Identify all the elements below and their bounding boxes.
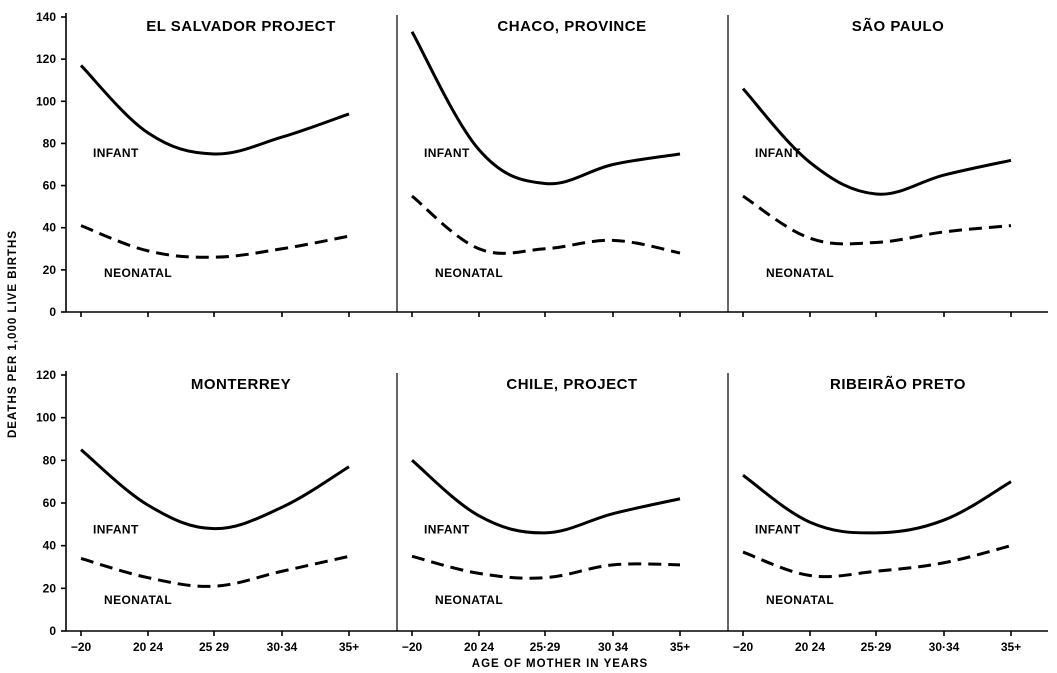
x-tick-label: 30·34 bbox=[929, 640, 960, 654]
x-tick-label: −20 bbox=[733, 640, 754, 654]
y-tick-label: 0 bbox=[49, 305, 56, 319]
y-axis-label: DEATHS PER 1,000 LIVE BIRTHS bbox=[7, 230, 19, 438]
y-tick-label: 60 bbox=[43, 179, 57, 193]
series-line-infant bbox=[411, 459, 681, 535]
y-tick-label: 40 bbox=[43, 221, 57, 235]
panel-title: MONTERREY bbox=[191, 376, 291, 393]
series-label-infant: INFANT bbox=[755, 523, 801, 537]
x-tick-label: 20 24 bbox=[464, 640, 494, 654]
x-tick-label: 25 29 bbox=[199, 640, 229, 654]
series-line-neonatal bbox=[742, 544, 1012, 579]
series-label-neonatal: NEONATAL bbox=[766, 266, 834, 280]
x-tick-label: 35+ bbox=[339, 640, 359, 654]
series-label-neonatal: NEONATAL bbox=[435, 266, 503, 280]
series-line-infant bbox=[80, 448, 350, 531]
y-tick-label: 40 bbox=[43, 539, 57, 553]
y-tick-label: 140 bbox=[36, 10, 56, 24]
y-tick-label: 120 bbox=[36, 52, 56, 66]
panel-title: CHACO, PROVINCE bbox=[497, 18, 646, 35]
y-tick-label: 20 bbox=[43, 581, 57, 595]
series-label-infant: INFANT bbox=[93, 523, 139, 537]
panel-title: RIBEIRÃO PRETO bbox=[830, 375, 966, 393]
panel-title: SÃO PAULO bbox=[852, 17, 945, 35]
x-tick-label: 25·29 bbox=[861, 640, 892, 654]
series-line-neonatal bbox=[411, 194, 681, 255]
series-label-infant: INFANT bbox=[424, 523, 470, 537]
series-label-infant: INFANT bbox=[424, 146, 470, 160]
y-tick-label: 120 bbox=[36, 368, 56, 382]
series-line-infant bbox=[79, 64, 350, 156]
series-label-infant: INFANT bbox=[755, 146, 801, 160]
series-line-neonatal bbox=[411, 554, 681, 580]
y-tick-label: 20 bbox=[43, 263, 57, 277]
x-tick-label: 35+ bbox=[1001, 640, 1021, 654]
y-tick-label: 80 bbox=[43, 136, 57, 150]
series-line-infant bbox=[410, 31, 681, 186]
series-label-neonatal: NEONATAL bbox=[435, 593, 503, 607]
x-tick-label: 20 24 bbox=[133, 640, 163, 654]
x-tick-label: −20 bbox=[71, 640, 92, 654]
chart-root: 0 20 40 60 80 100 120 140 0 20 40 60 80 100 120 −20 20 2… bbox=[36, 10, 1048, 654]
series-label-neonatal: NEONATAL bbox=[766, 593, 834, 607]
x-tick-label: 25·29 bbox=[530, 640, 561, 654]
y-tick-label: 60 bbox=[43, 496, 57, 510]
x-tick-label: −20 bbox=[402, 640, 423, 654]
series-line-infant bbox=[741, 87, 1012, 196]
x-tick-label: 20 24 bbox=[795, 640, 825, 654]
y-tick-label: 0 bbox=[49, 624, 56, 638]
series-line-infant bbox=[742, 474, 1012, 535]
x-tick-label: 35+ bbox=[670, 640, 690, 654]
y-tick-label: 80 bbox=[43, 453, 57, 467]
x-axis-label: AGE OF MOTHER IN YEARS bbox=[472, 658, 648, 670]
y-tick-label: 100 bbox=[36, 94, 56, 108]
series-line-neonatal bbox=[742, 194, 1012, 246]
panel-title: EL SALVADOR PROJECT bbox=[146, 18, 336, 35]
panel-title: CHILE, PROJECT bbox=[506, 376, 637, 393]
series-label-neonatal: NEONATAL bbox=[104, 593, 172, 607]
y-tick-label: 100 bbox=[36, 411, 56, 425]
x-tick-label: 30·34 bbox=[267, 640, 298, 654]
series-label-neonatal: NEONATAL bbox=[104, 266, 172, 280]
series-line-neonatal bbox=[80, 224, 350, 259]
series-label-infant: INFANT bbox=[93, 146, 139, 160]
series-line-neonatal bbox=[80, 554, 350, 588]
x-tick-label: 30 34 bbox=[598, 640, 628, 654]
